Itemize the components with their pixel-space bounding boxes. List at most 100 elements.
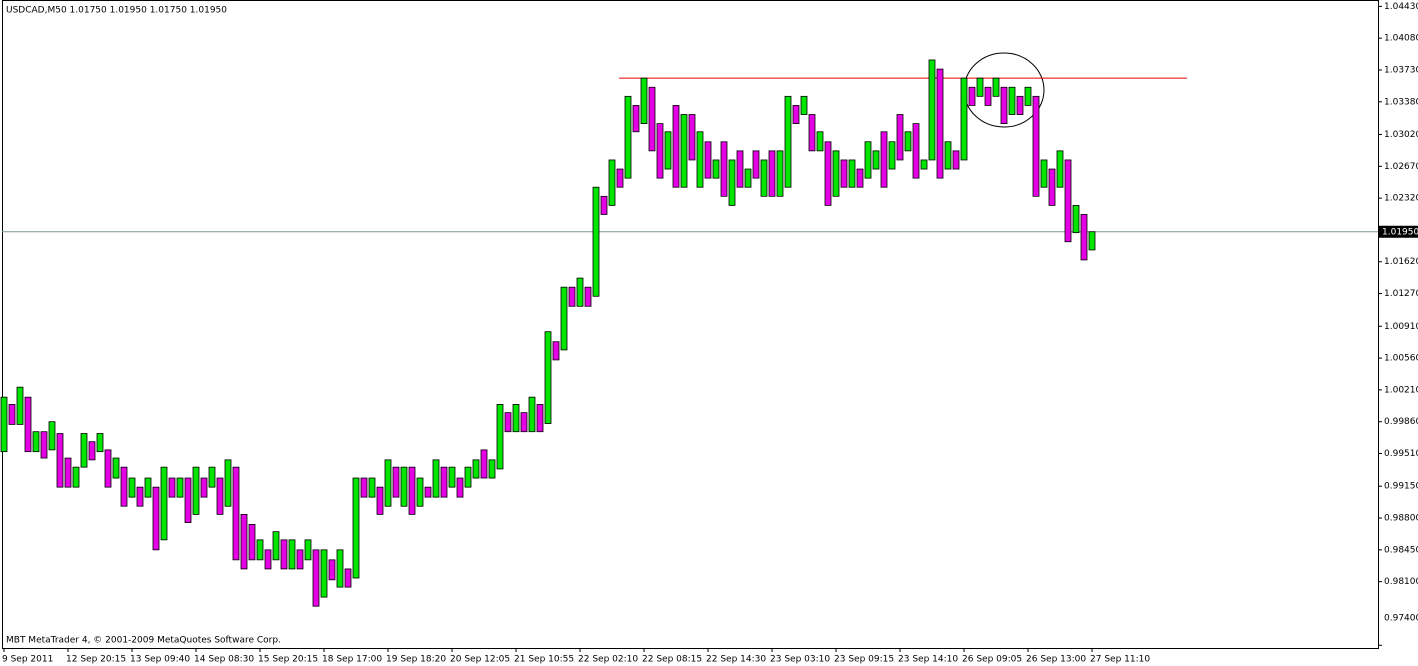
candle-body — [944, 141, 952, 170]
candle-body — [832, 150, 840, 197]
candle-body — [816, 131, 824, 152]
candle-body — [448, 466, 456, 488]
candle-body — [664, 131, 672, 170]
candle-body — [512, 404, 520, 433]
y-tick-label: 1.02320 — [1384, 194, 1418, 204]
candle-body — [824, 141, 832, 206]
x-tick-label: 9 Sep 2011 — [2, 655, 53, 665]
candle-body — [520, 412, 528, 433]
x-tick-label: 23 Sep 03:10 — [770, 655, 830, 665]
candle-body — [912, 123, 920, 179]
x-tick-label: 20 Sep 12:05 — [450, 655, 510, 665]
candle-body — [272, 531, 280, 561]
candle-body — [56, 433, 64, 488]
chart-title: USDCAD,M50 1.01750 1.01950 1.01750 1.019… — [6, 6, 227, 16]
candle-body — [960, 77, 968, 161]
y-tick-label: 0.97400 — [1384, 614, 1418, 624]
x-tick-label: 23 Sep 09:15 — [834, 655, 894, 665]
candle-body — [904, 131, 912, 152]
candle-body — [1024, 86, 1032, 106]
y-tick-label: 1.04080 — [1384, 34, 1418, 44]
candle-body — [264, 549, 272, 570]
candle-body — [64, 457, 72, 488]
candle-body — [992, 77, 1000, 97]
x-tick-label: 14 Sep 08:30 — [194, 655, 254, 665]
candle-body — [896, 114, 904, 161]
candle-body — [976, 77, 984, 97]
candle-body — [456, 477, 464, 498]
y-tick-label: 0.98800 — [1384, 514, 1418, 524]
candle-body — [408, 466, 416, 515]
candle-body — [920, 159, 928, 170]
candle-body — [536, 404, 544, 433]
candle-body — [216, 477, 224, 515]
candle-body — [464, 466, 472, 488]
x-tick-label: 13 Sep 09:40 — [130, 655, 190, 665]
candle-body — [632, 105, 640, 133]
y-tick-label: 1.03380 — [1384, 97, 1418, 107]
candle-body — [792, 105, 800, 125]
candle-body — [0, 396, 8, 453]
candle-body — [640, 77, 648, 125]
candle-body — [888, 141, 896, 170]
candle-body — [720, 141, 728, 197]
candle-body — [136, 486, 144, 507]
x-tick-label: 18 Sep 17:00 — [322, 655, 382, 665]
y-tick-label: 0.98100 — [1384, 577, 1418, 587]
candle-body — [40, 431, 48, 459]
y-tick-label: 1.03020 — [1384, 130, 1418, 140]
y-tick-label: 1.03730 — [1384, 65, 1418, 75]
candle-body — [592, 186, 600, 297]
candle-body — [544, 331, 552, 424]
candle-body — [440, 466, 448, 498]
candle-body — [144, 477, 152, 498]
candle-body — [384, 459, 392, 507]
candle-body — [224, 459, 232, 507]
candle-body — [808, 114, 816, 152]
candle-body — [560, 286, 568, 351]
candle-body — [840, 159, 848, 188]
candle-body — [480, 449, 488, 479]
candle-body — [848, 159, 856, 188]
candle-body — [552, 341, 560, 361]
x-tick-label: 19 Sep 18:20 — [386, 655, 446, 665]
candle-body — [584, 286, 592, 307]
candle-body — [760, 159, 768, 197]
candle-body — [200, 477, 208, 498]
candle-body — [784, 95, 792, 188]
candle-body — [312, 549, 320, 607]
candle-body — [184, 477, 192, 523]
candle-body — [776, 150, 784, 197]
candle-body — [624, 95, 632, 179]
candle-body — [320, 549, 328, 598]
candle-body — [752, 150, 760, 179]
candle-body — [32, 431, 40, 453]
candle-body — [352, 477, 360, 579]
footer: MBT MetaTrader 4, © 2001-2009 MetaQuotes… — [6, 636, 281, 646]
candle-body — [856, 168, 864, 188]
y-tick-label: 1.00210 — [1384, 385, 1418, 395]
candle-body — [1088, 231, 1096, 251]
candle-body — [600, 195, 608, 215]
candle-body — [416, 477, 424, 507]
candle-body — [488, 459, 496, 479]
candle-body — [936, 68, 944, 179]
candle-body — [392, 466, 400, 498]
y-tick-label: 0.98450 — [1384, 545, 1418, 555]
x-tick-label: 22 Sep 14:30 — [706, 655, 766, 665]
candle-body — [80, 433, 88, 468]
candle-body — [280, 539, 288, 570]
candle-body — [528, 396, 536, 433]
candle-body — [696, 131, 704, 188]
candle-body — [872, 150, 880, 170]
candle-body — [48, 421, 56, 451]
y-tick-label: 0.99150 — [1384, 482, 1418, 492]
candle-body — [296, 549, 304, 570]
candle-body — [568, 286, 576, 307]
candle-body — [1080, 214, 1088, 261]
candle-body — [704, 141, 712, 179]
x-tick-label: 22 Sep 02:10 — [578, 655, 638, 665]
candle-body — [240, 514, 248, 570]
candle-body — [256, 539, 264, 561]
candle-body — [368, 477, 376, 498]
